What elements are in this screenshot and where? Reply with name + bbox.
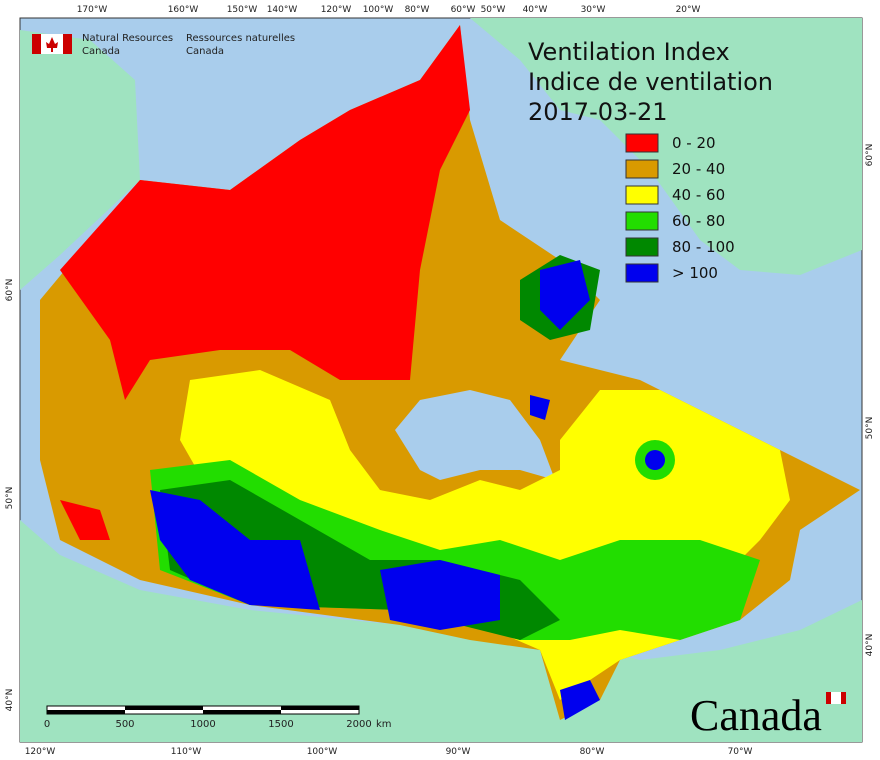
graticule-label: 40°W bbox=[523, 5, 548, 15]
graticule-label: 100°W bbox=[363, 5, 394, 15]
graticule-label: 60°N bbox=[5, 279, 15, 302]
graticule-label: 120°W bbox=[25, 747, 56, 757]
legend-label: > 100 bbox=[672, 264, 718, 282]
graticule-label: 150°W bbox=[227, 5, 258, 15]
legend-swatch bbox=[625, 133, 659, 153]
wordmark: Canada bbox=[690, 691, 822, 740]
graticule-label: 30°W bbox=[581, 5, 606, 15]
graticule-label: 110°W bbox=[171, 747, 202, 757]
graticule-label: 50°N bbox=[5, 487, 15, 510]
graticule-label: 60°W bbox=[451, 5, 476, 15]
legend-swatch bbox=[625, 185, 659, 205]
legend-swatch bbox=[625, 159, 659, 179]
alaska bbox=[20, 18, 140, 290]
legend-swatch bbox=[625, 211, 659, 231]
scale-unit: km bbox=[376, 719, 392, 730]
legend-label: 40 - 60 bbox=[672, 186, 725, 204]
zone-blue bbox=[645, 450, 665, 470]
graticule-label: 140°W bbox=[267, 5, 298, 15]
map-title: 2017-03-21 bbox=[528, 98, 667, 126]
graticule-label: 40°N bbox=[5, 689, 15, 712]
map-title: Ventilation Index bbox=[528, 38, 730, 66]
graticule-label: 160°W bbox=[168, 5, 199, 15]
graticule-label: 80°W bbox=[580, 747, 605, 757]
legend-label: 80 - 100 bbox=[672, 238, 735, 256]
zone-blue bbox=[530, 395, 550, 420]
legend-label: 20 - 40 bbox=[672, 160, 725, 178]
map-title: Indice de ventilation bbox=[528, 68, 773, 96]
zone-blue bbox=[560, 680, 600, 720]
scale-label: 1500 bbox=[268, 719, 293, 730]
zone-red bbox=[60, 500, 110, 540]
scale-label: 1000 bbox=[190, 719, 215, 730]
graticule-label: 100°W bbox=[307, 747, 338, 757]
zone-red bbox=[60, 25, 470, 400]
scale-label: 0 bbox=[44, 719, 50, 730]
graticule-label: 50°N bbox=[865, 417, 875, 440]
logo-text: Canada bbox=[82, 46, 120, 57]
graticule-label: 170°W bbox=[77, 5, 108, 15]
zone-blue bbox=[150, 490, 320, 610]
zone-blue bbox=[540, 260, 590, 330]
wordmark-flag bbox=[826, 692, 846, 704]
scale-label: 2000 bbox=[346, 719, 371, 730]
usa bbox=[20, 520, 862, 742]
hudson-bay bbox=[395, 390, 555, 480]
graticule-label: 90°W bbox=[446, 747, 471, 757]
graticule-label: 20°W bbox=[676, 5, 701, 15]
graticule-label: 120°W bbox=[321, 5, 352, 15]
legend-swatch bbox=[625, 263, 659, 283]
graticule-label: 40°N bbox=[865, 634, 875, 657]
logo-flag bbox=[32, 34, 72, 54]
logo-text: Ressources naturelles bbox=[186, 33, 295, 44]
scale-label: 500 bbox=[115, 719, 134, 730]
zone-blue bbox=[380, 560, 500, 630]
greenland bbox=[470, 18, 862, 275]
graticule-label: 50°W bbox=[481, 5, 506, 15]
logo-text: Natural Resources bbox=[82, 33, 173, 44]
legend-label: 0 - 20 bbox=[672, 134, 716, 152]
legend-label: 60 - 80 bbox=[672, 212, 725, 230]
scale-bar bbox=[46, 705, 360, 715]
graticule-label: 70°W bbox=[728, 747, 753, 757]
logo-text: Canada bbox=[186, 46, 224, 57]
graticule-label: 60°N bbox=[865, 144, 875, 167]
legend-swatch bbox=[625, 237, 659, 257]
graticule-label: 80°W bbox=[405, 5, 430, 15]
